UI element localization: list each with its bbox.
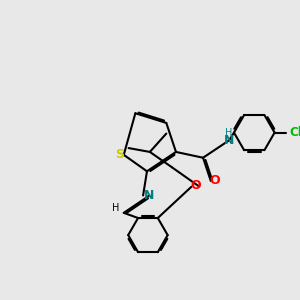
Text: Cl: Cl bbox=[289, 126, 300, 139]
Text: O: O bbox=[190, 178, 201, 191]
Text: H: H bbox=[226, 128, 233, 138]
Text: H: H bbox=[112, 202, 119, 213]
Text: S: S bbox=[115, 148, 124, 161]
Text: N: N bbox=[224, 134, 234, 147]
Text: O: O bbox=[209, 174, 220, 188]
Text: N: N bbox=[144, 189, 155, 202]
